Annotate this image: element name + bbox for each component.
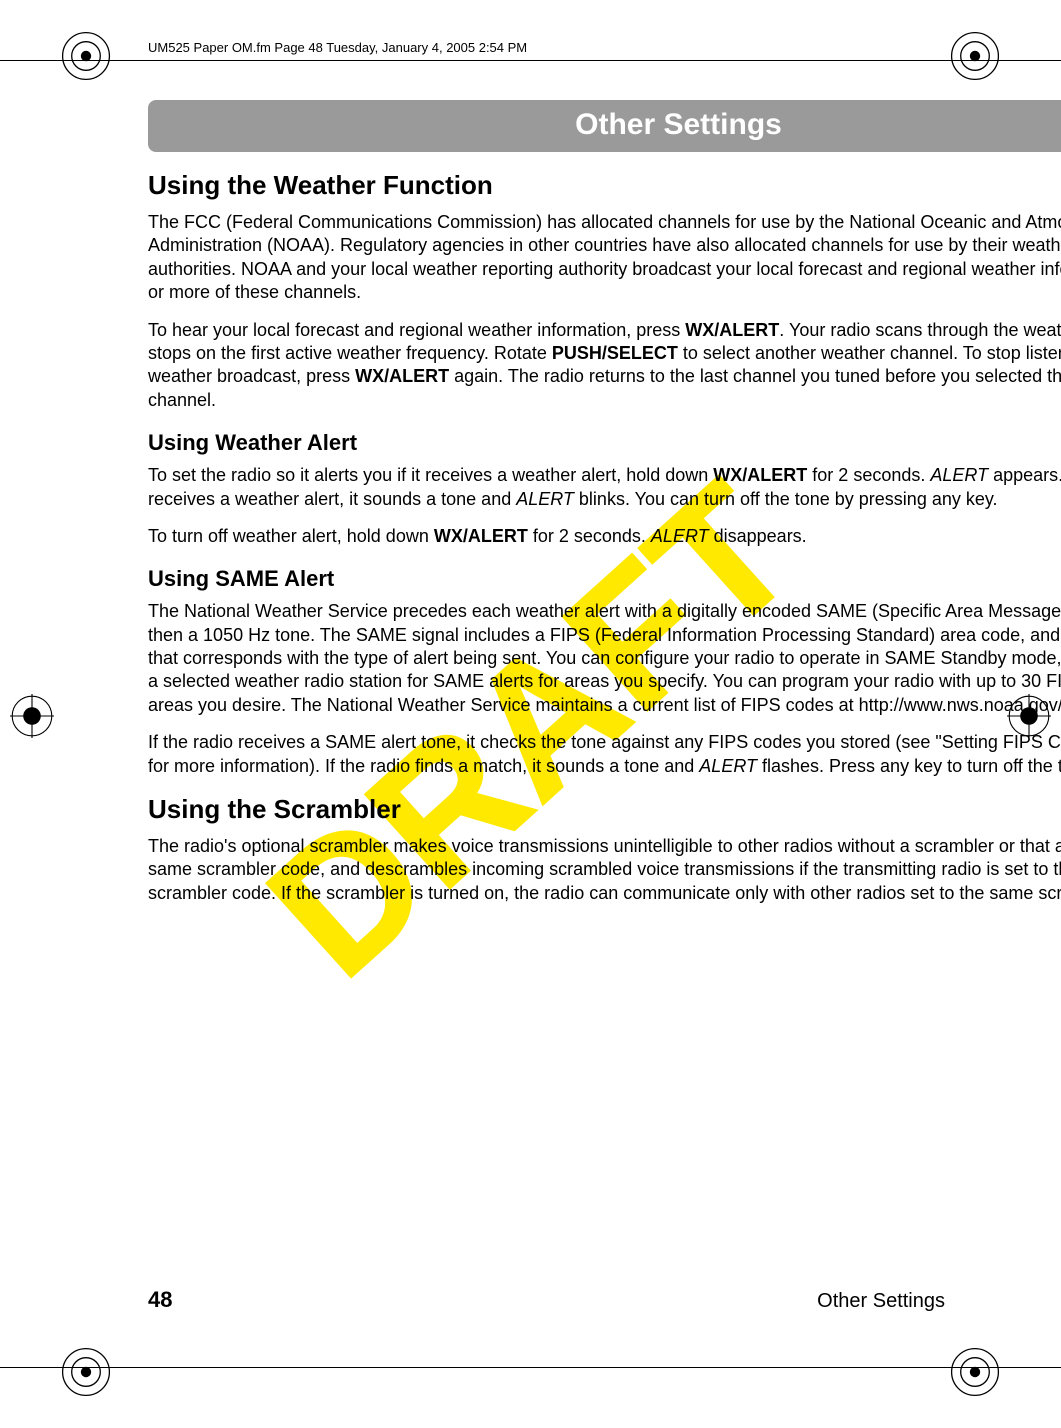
heading-scrambler: Using the Scrambler	[148, 794, 1061, 825]
display-alert: ALERT	[930, 465, 988, 485]
key-wxalert: WX/ALERT	[355, 366, 449, 386]
key-wxalert: WX/ALERT	[434, 526, 528, 546]
para-same-behavior: If the radio receives a SAME alert tone,…	[148, 731, 1061, 778]
key-wxalert: WX/ALERT	[685, 320, 779, 340]
para-weather-usage: To hear your local forecast and regional…	[148, 319, 1061, 413]
corner-ring-icon	[949, 1346, 1001, 1398]
text-fragment: for 2 seconds.	[807, 465, 930, 485]
para-scrambler: The radio's optional scrambler makes voi…	[148, 835, 1061, 905]
text-fragment: flashes. Press any key to turn off the t…	[757, 756, 1061, 776]
text-fragment: To hear your local forecast and regional…	[148, 320, 685, 340]
corner-ring-icon	[60, 1346, 112, 1398]
page-title-banner: Other Settings	[148, 100, 1061, 152]
file-header-line: UM525 Paper OM.fm Page 48 Tuesday, Janua…	[148, 40, 527, 55]
key-pushselect: PUSH/SELECT	[552, 343, 678, 363]
text-fragment: disappears.	[709, 526, 807, 546]
text-fragment: for 2 seconds.	[528, 526, 651, 546]
heading-same-alert: Using SAME Alert	[148, 566, 1061, 592]
corner-ring-icon	[60, 30, 112, 82]
text-fragment: blinks. You can turn off the tone by pre…	[574, 489, 998, 509]
text-fragment: To turn off weather alert, hold down	[148, 526, 434, 546]
footer-section-label: Other Settings	[817, 1290, 945, 1313]
heading-weather-alert: Using Weather Alert	[148, 430, 1061, 456]
page-number: 48	[148, 1287, 172, 1313]
para-weather-alert-off: To turn off weather alert, hold down WX/…	[148, 525, 1061, 548]
text-fragment: To set the radio so it alerts you if it …	[148, 465, 713, 485]
para-same-intro: The National Weather Service precedes ea…	[148, 600, 1061, 717]
registration-mark-icon	[10, 694, 54, 738]
para-weather-intro: The FCC (Federal Communications Commissi…	[148, 211, 1061, 305]
corner-ring-icon	[949, 30, 1001, 82]
display-alert: ALERT	[651, 526, 709, 546]
display-alert: ALERT	[516, 489, 574, 509]
display-alert: ALERT	[699, 756, 757, 776]
key-wxalert: WX/ALERT	[713, 465, 807, 485]
para-weather-alert-set: To set the radio so it alerts you if it …	[148, 464, 1061, 511]
heading-weather-function: Using the Weather Function	[148, 170, 1061, 201]
